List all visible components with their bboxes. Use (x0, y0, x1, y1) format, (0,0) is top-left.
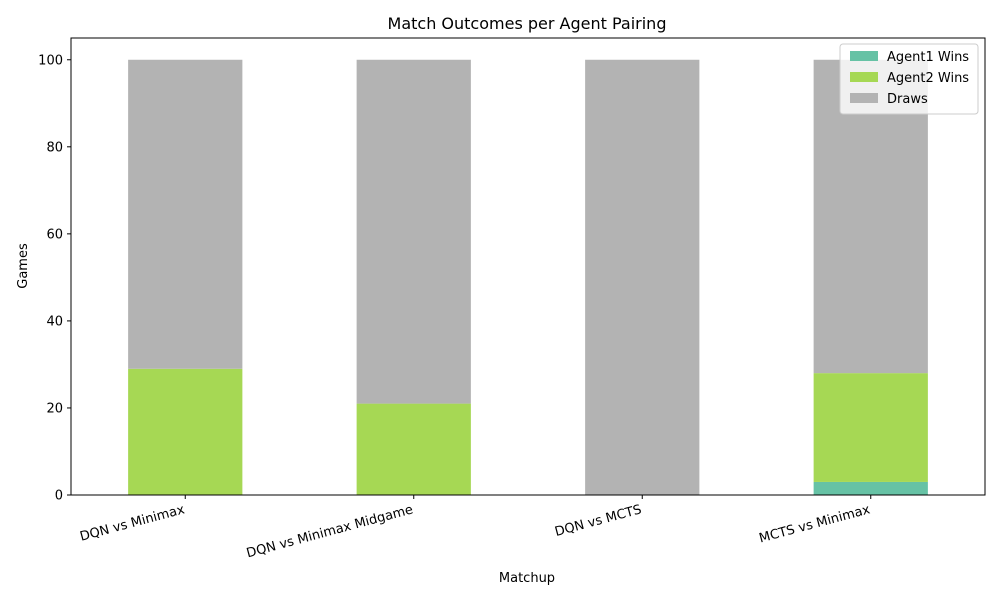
plot-frame (70, 37, 986, 496)
bar-3-2 (356, 59, 471, 404)
chart-title: Match Outcomes per Agent Pairing (388, 14, 667, 33)
y-tick-label: 20 (46, 401, 63, 416)
bar-2-2 (356, 403, 471, 495)
y-tick-label: 40 (46, 314, 63, 329)
x-axis-label: Matchup (499, 571, 555, 586)
x-tick-label: DQN vs Minimax Midgame (245, 502, 415, 561)
y-tick-label: 0 (55, 489, 63, 504)
bar-2-4 (813, 373, 928, 482)
bar-3-3 (585, 59, 700, 496)
legend: Agent1 Wins Agent2 Wins Draws (839, 43, 979, 115)
bar-1-4 (813, 481, 928, 495)
x-tick-label: DQN vs Minimax (78, 502, 186, 544)
bars-layer (128, 59, 928, 496)
legend-label-2: Agent2 Wins (887, 71, 969, 86)
x-tick-label: DQN vs MCTS (553, 502, 643, 540)
axes-layer (70, 37, 986, 496)
y-axis-label: Games (16, 243, 31, 289)
y-tick-label: 80 (46, 140, 63, 155)
bar-2-1 (128, 368, 243, 495)
y-tick-label: 60 (46, 227, 63, 242)
legend-swatch-2 (850, 72, 878, 82)
legend-swatch-1 (850, 51, 878, 61)
bar-3-1 (128, 59, 243, 369)
x-tick-label: MCTS vs Minimax (758, 502, 873, 546)
legend-label-3: Draws (887, 92, 928, 107)
y-tick-label: 100 (38, 53, 63, 68)
legend-swatch-3 (850, 93, 878, 103)
legend-label-1: Agent1 Wins (887, 50, 969, 65)
